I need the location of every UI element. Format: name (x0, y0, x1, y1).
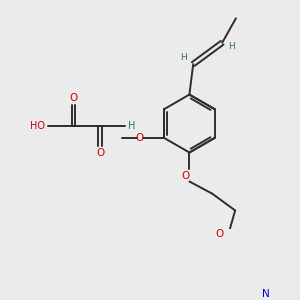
Text: O: O (216, 229, 224, 239)
Text: N: N (262, 290, 269, 299)
Text: HO: HO (30, 121, 45, 131)
Text: O: O (182, 171, 190, 181)
Text: O: O (96, 148, 104, 158)
Text: H: H (128, 121, 136, 131)
Text: H: H (228, 42, 235, 51)
Text: H: H (180, 53, 187, 62)
Text: O: O (69, 93, 78, 103)
Text: O: O (135, 133, 143, 143)
